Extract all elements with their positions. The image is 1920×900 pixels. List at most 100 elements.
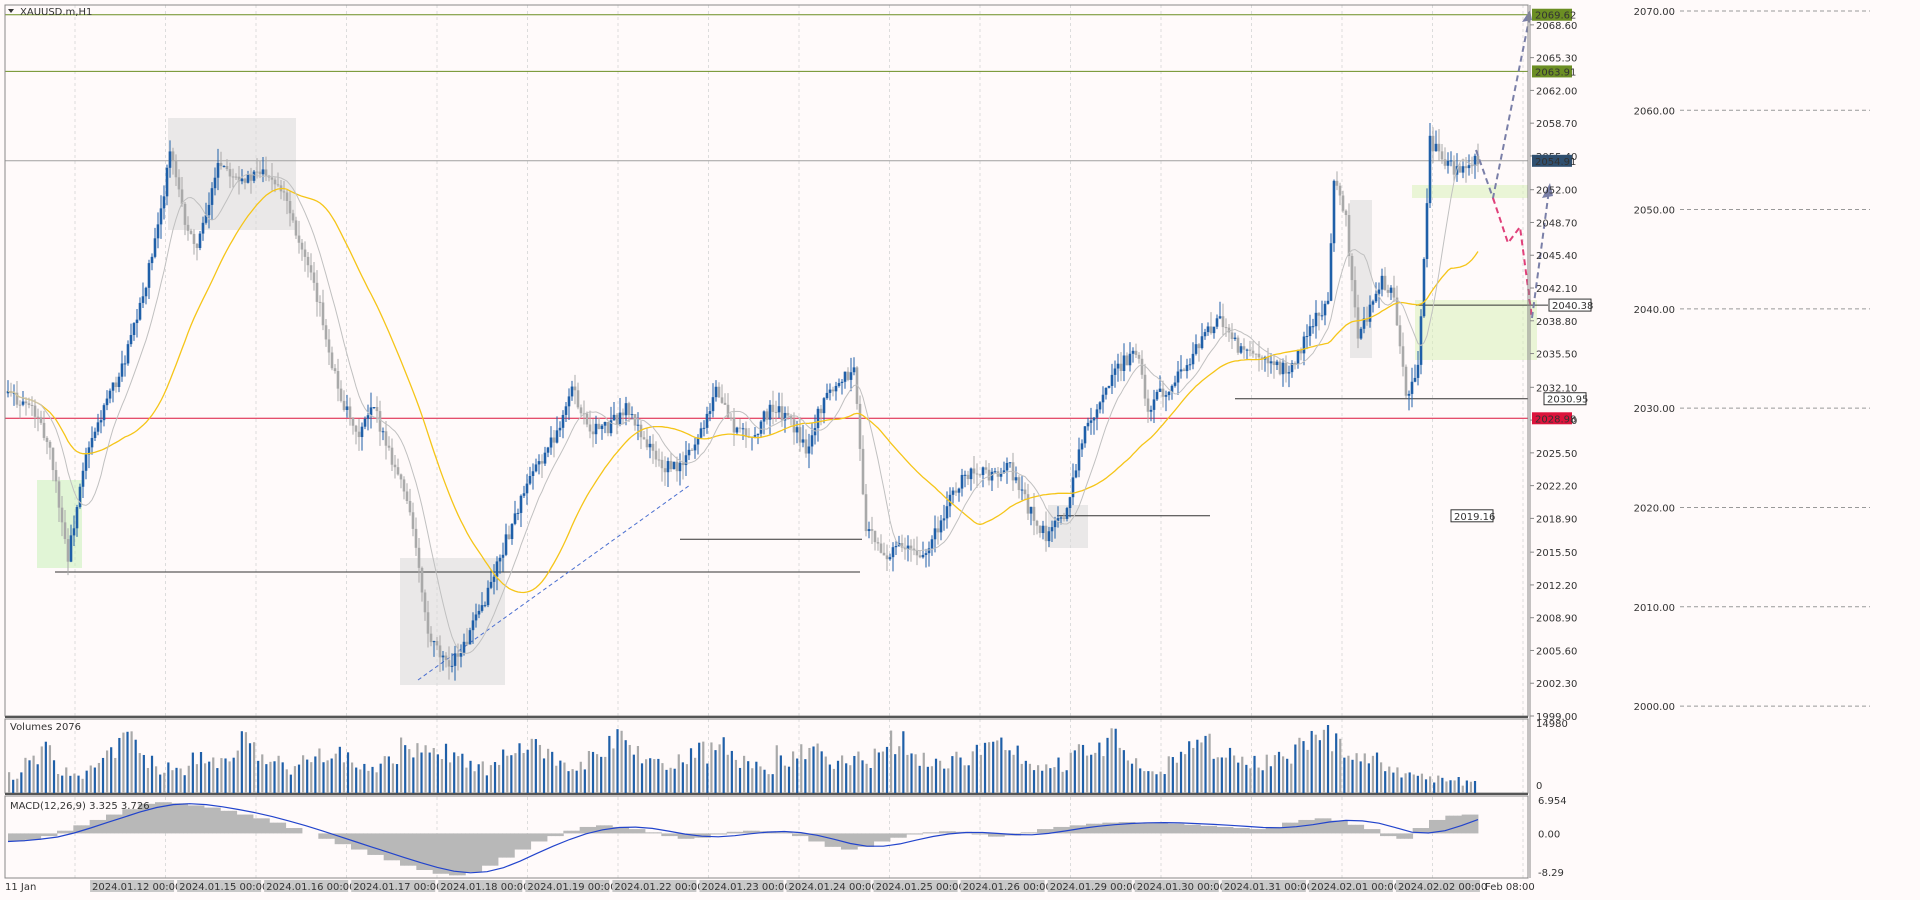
candle-bull — [759, 421, 763, 434]
volume-bar — [1122, 750, 1125, 793]
candle-bull — [525, 483, 529, 494]
price-tick-label: 1999.00 — [1536, 712, 1577, 723]
macd-histogram-bar — [498, 833, 503, 858]
macd-histogram-bar — [1253, 829, 1258, 834]
volume-bar — [1277, 751, 1281, 793]
candle-bull — [837, 383, 841, 386]
volume-bar — [285, 769, 288, 793]
symbol-label[interactable]: XAUUSD.m,H1 — [20, 7, 92, 18]
candle-bear — [351, 418, 355, 426]
volume-bar — [81, 778, 84, 793]
candle-bear — [882, 552, 886, 556]
candle-bear — [861, 448, 865, 495]
volume-bar — [612, 748, 615, 793]
volume-bar — [1306, 749, 1309, 793]
volume-bar — [983, 742, 987, 793]
candle-bull — [462, 641, 466, 654]
candle-bull — [1200, 336, 1204, 349]
macd-histogram-bar — [265, 818, 270, 834]
macd-histogram-bar — [1139, 822, 1144, 834]
candle-bull — [168, 151, 172, 168]
candle-bull — [1371, 301, 1375, 305]
macd-histogram-bar — [1028, 832, 1034, 834]
volume-bar — [1224, 757, 1228, 793]
candle-bull — [1233, 337, 1237, 339]
volume-bar — [1114, 728, 1117, 793]
candle-bull — [1047, 531, 1051, 542]
volume-bar — [1408, 772, 1411, 793]
candle-bear — [243, 178, 247, 183]
macd-histogram-bar — [1404, 833, 1409, 839]
macd-histogram-bar — [1135, 822, 1140, 834]
macd-histogram-bar — [65, 830, 70, 834]
candle-bull — [1287, 372, 1291, 374]
candle-bear — [1248, 349, 1252, 351]
candle-bear — [1044, 525, 1048, 542]
macd-histogram-bar — [481, 833, 487, 866]
macd-histogram-bar — [747, 830, 752, 834]
candle-bull — [693, 444, 697, 451]
macd-histogram-bar — [988, 833, 993, 837]
volume-bar — [1384, 771, 1387, 793]
candle-bear — [651, 443, 655, 451]
macd-histogram-bar — [624, 826, 630, 834]
macd-histogram-bar — [461, 833, 466, 876]
macd-histogram-bar — [792, 833, 797, 837]
round-level-label: 2030.00 — [1634, 404, 1675, 415]
volume-bar — [812, 746, 815, 793]
candle-bull — [144, 287, 148, 297]
volume-bar — [420, 752, 423, 793]
volume-bar — [600, 756, 603, 793]
candle-bull — [822, 398, 826, 414]
price-tick-label: 2008.90 — [1536, 614, 1577, 625]
volume-bar — [179, 768, 182, 793]
symbol-menu-icon[interactable] — [8, 9, 14, 13]
candle-bull — [1245, 349, 1249, 351]
macd-histogram-bar — [718, 833, 723, 835]
macd-histogram-bar — [796, 833, 801, 837]
macd-histogram-bar — [432, 833, 438, 874]
candle-bear — [660, 459, 664, 469]
candle-bear — [456, 653, 460, 657]
candle-bull — [252, 171, 256, 181]
macd-histogram-bar — [155, 802, 160, 834]
volume-bar — [485, 775, 488, 793]
volume-bar — [538, 744, 542, 793]
macd-histogram-bar — [926, 832, 932, 834]
macd-histogram-bar — [1363, 829, 1369, 834]
candle-bear — [876, 542, 880, 544]
candle-bear — [846, 371, 850, 380]
volume-bar — [379, 763, 382, 793]
macd-histogram-bar — [1110, 822, 1115, 834]
macd-histogram-bar — [1061, 826, 1066, 834]
volume-bar — [93, 767, 96, 793]
candle-bear — [321, 302, 325, 326]
macd-histogram-bar — [1331, 820, 1336, 834]
volume-bar — [1375, 752, 1379, 793]
volume-bar — [204, 763, 207, 793]
macd-histogram-bar — [1465, 814, 1471, 834]
macd-histogram-bar — [538, 833, 544, 842]
macd-histogram-bar — [420, 833, 425, 870]
candle-bull — [957, 488, 961, 493]
round-level-label: 2070.00 — [1634, 7, 1675, 18]
price-tick-label: 2022.20 — [1536, 482, 1577, 493]
candle-bull — [1467, 165, 1471, 169]
candle-bull — [825, 392, 829, 399]
volume-bar — [1290, 763, 1293, 793]
macd-histogram-bar — [61, 830, 66, 834]
macd-histogram-bar — [514, 833, 519, 850]
macd-histogram-bar — [1171, 823, 1177, 834]
candle-bull — [345, 406, 349, 410]
candle-bull — [468, 630, 472, 645]
volume-bars: 14980 0 — [8, 719, 1568, 793]
candle-bear — [66, 539, 70, 562]
candle-bear — [15, 392, 19, 405]
volume-bar — [734, 759, 738, 793]
level-annotations: 2040.38 2030.95 2019.16 — [1450, 298, 1593, 523]
candle-bear — [1257, 353, 1261, 358]
volume-bar — [1461, 785, 1464, 793]
macd-histogram-bar — [326, 833, 331, 839]
volume-bar — [89, 765, 92, 793]
